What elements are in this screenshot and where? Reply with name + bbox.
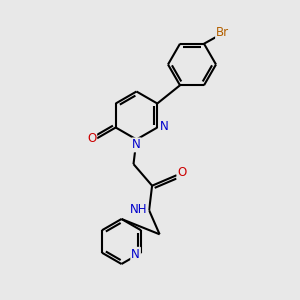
Text: O: O	[87, 132, 96, 145]
Text: O: O	[178, 166, 187, 179]
Text: NH: NH	[130, 203, 147, 216]
Text: N: N	[132, 138, 141, 152]
Text: N: N	[160, 119, 168, 133]
Text: Br: Br	[216, 26, 229, 39]
Text: N: N	[131, 248, 140, 261]
